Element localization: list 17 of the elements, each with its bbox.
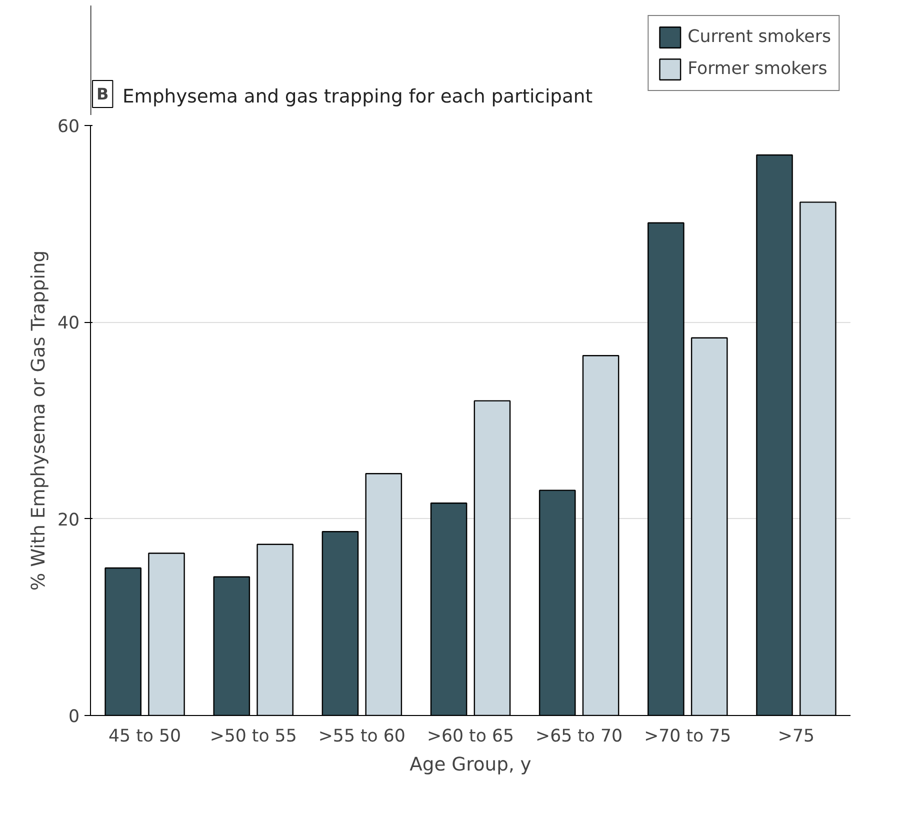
x-tick-label: >65 to 70	[536, 726, 623, 746]
y-tick-label: 20	[57, 510, 80, 530]
text: B	[96, 84, 109, 104]
x-tick-label: >60 to 65	[426, 726, 514, 746]
legend-label: Current smokers	[688, 27, 831, 47]
y-tick-label: 0	[68, 707, 80, 727]
legend-label: Former smokers	[688, 59, 828, 79]
y-axis-title: % With Emphysema or Gas Trapping	[28, 250, 50, 591]
chart-title: Emphysema and gas trapping for each participant	[122, 86, 593, 108]
x-tick-label: >55 to 60	[318, 726, 406, 746]
x-tick-label: >70 to 75	[644, 726, 732, 746]
x-tick-label: >75	[778, 726, 815, 746]
x-axis-title: Age Group, y	[410, 754, 532, 776]
y-tick-label: 60	[57, 117, 80, 137]
x-tick-label: >50 to 55	[210, 726, 297, 746]
x-tick-label: 45 to 50	[108, 726, 182, 746]
y-tick-label: 40	[57, 314, 80, 334]
